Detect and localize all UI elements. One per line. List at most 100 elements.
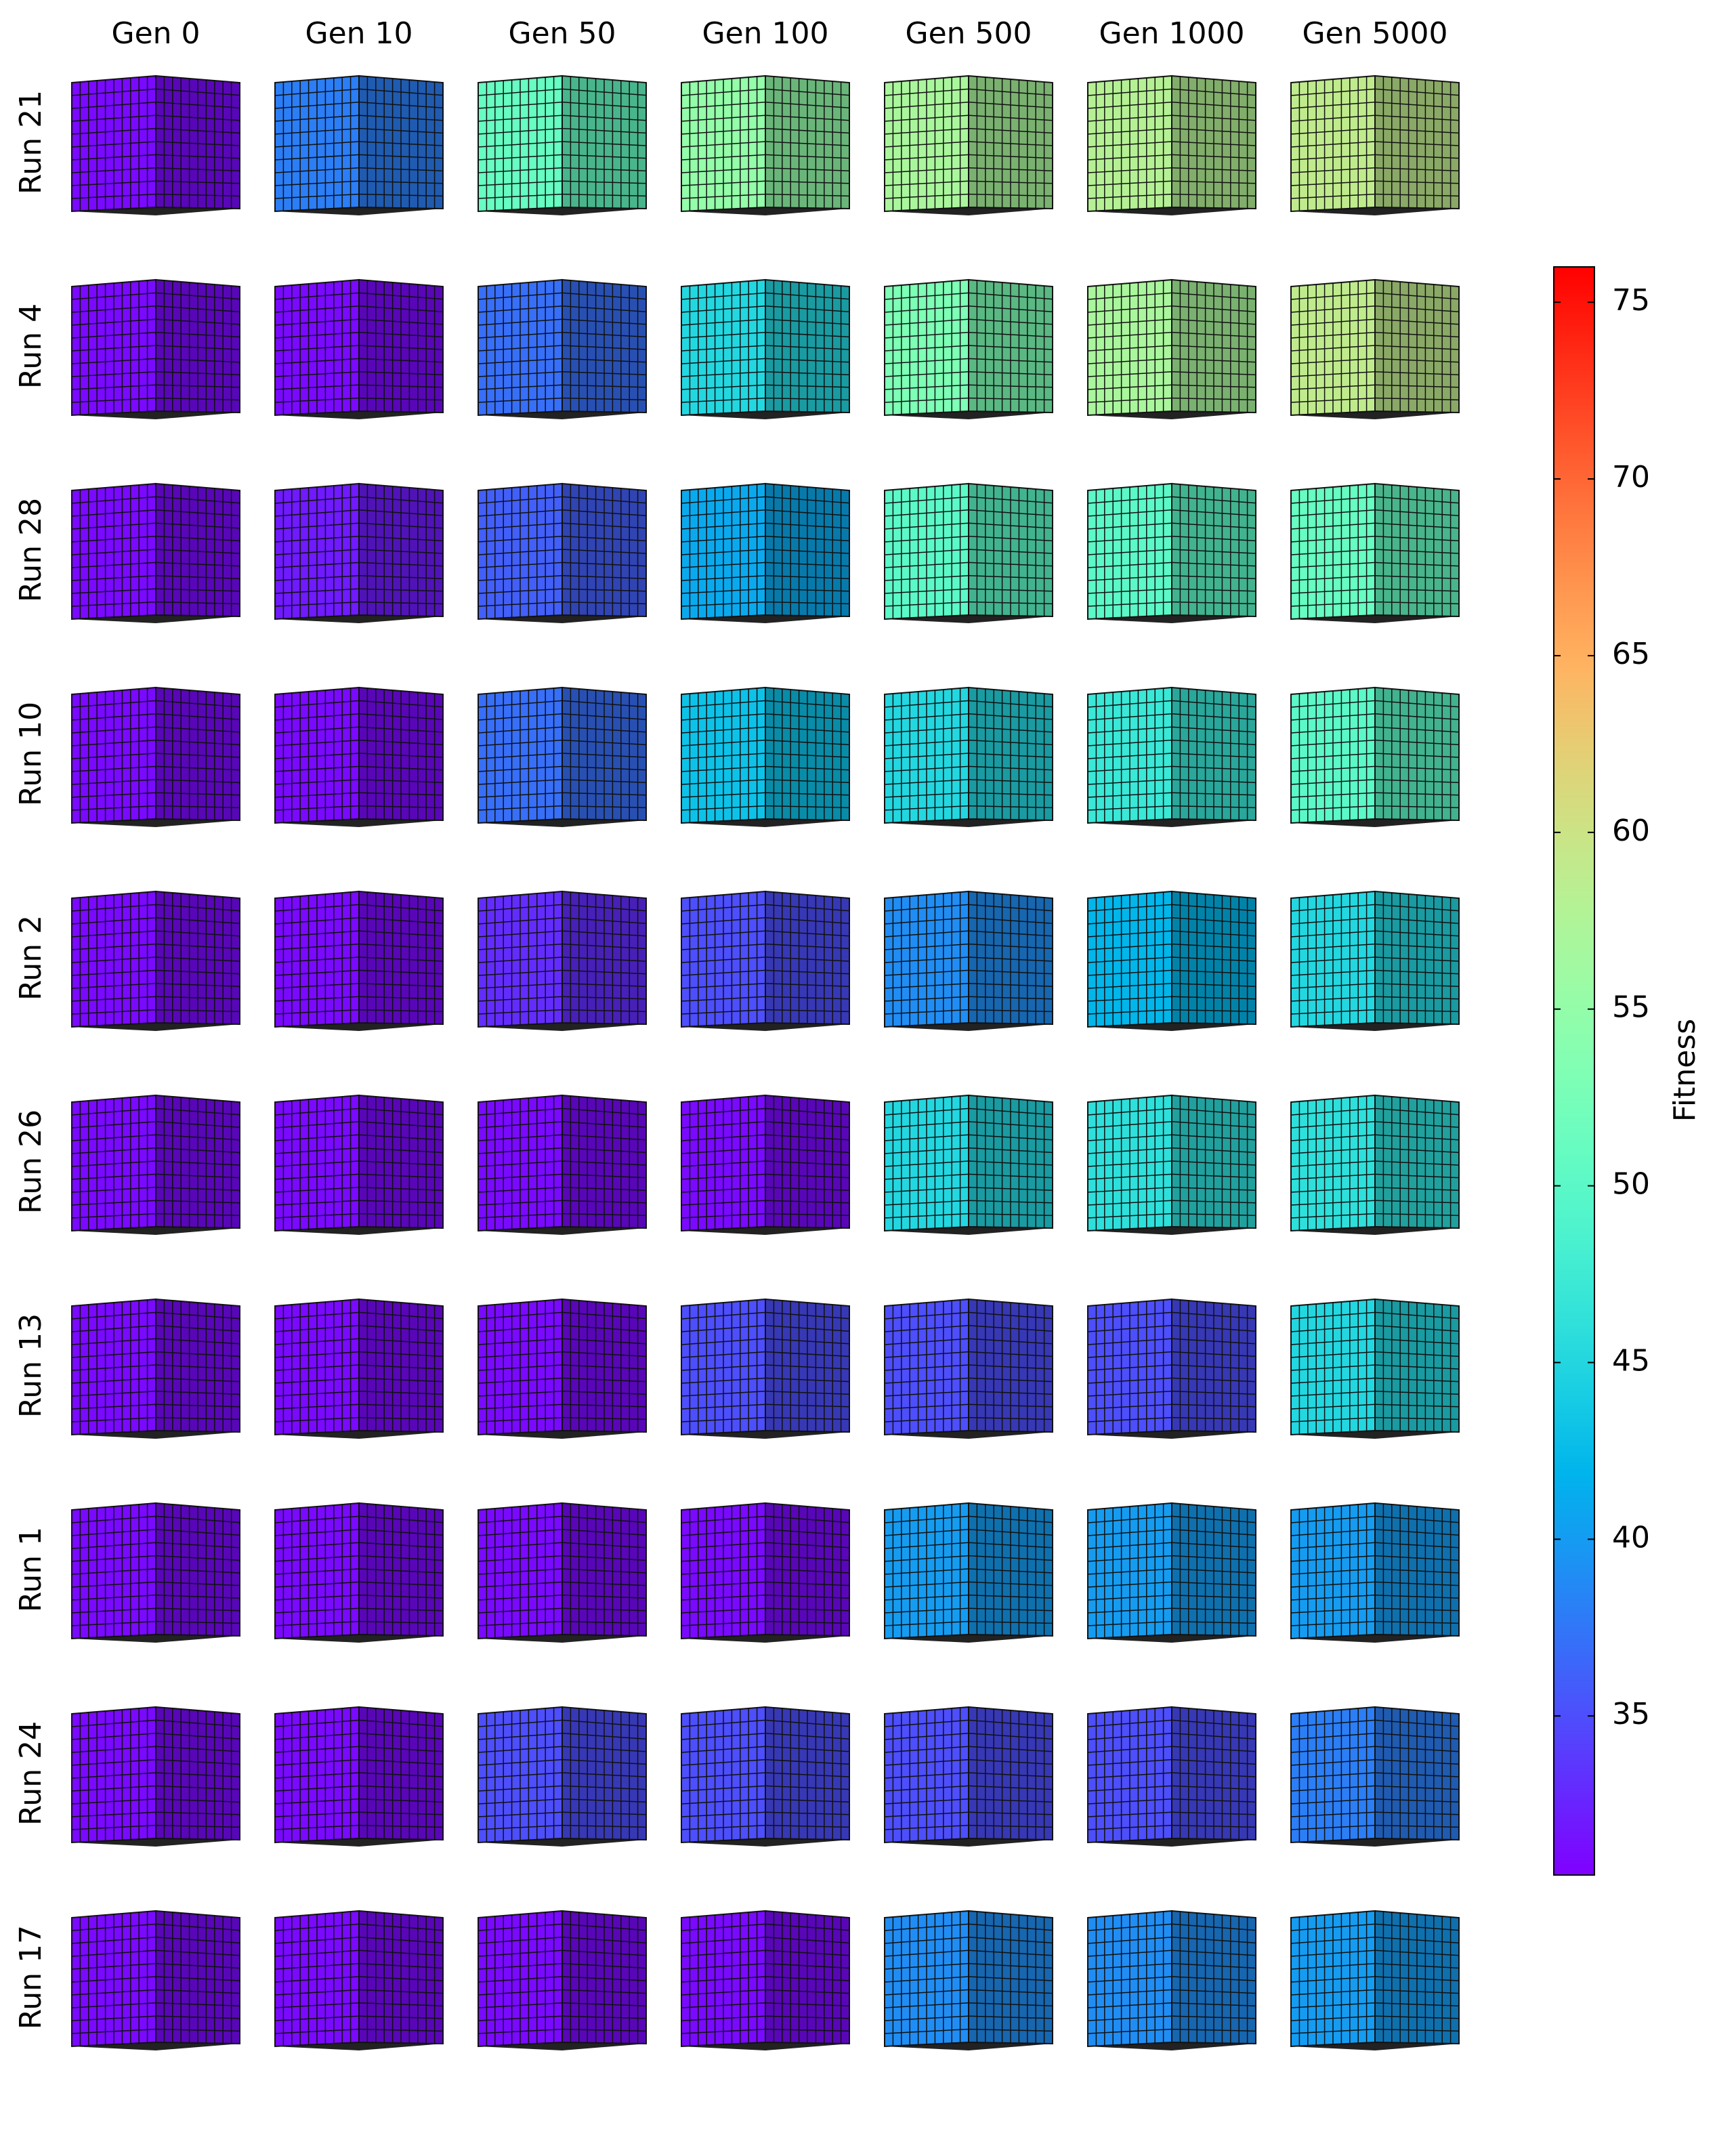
voxel-grid-lines bbox=[1290, 1300, 1376, 1435]
voxel-cube bbox=[681, 278, 850, 419]
voxel-grid-lines bbox=[1171, 77, 1256, 209]
voxel-grid-lines bbox=[1290, 892, 1376, 1027]
column-label: Gen 0 bbox=[111, 16, 200, 51]
voxel-cube bbox=[681, 686, 850, 827]
voxel-grid-lines bbox=[1087, 484, 1172, 619]
voxel-grid-lines bbox=[765, 280, 850, 413]
voxel-grid-lines bbox=[562, 1708, 647, 1840]
colorbar-tick-label: 45 bbox=[1612, 1343, 1650, 1378]
voxel-grid-lines bbox=[358, 1096, 444, 1228]
voxel-grid-lines bbox=[1087, 1912, 1172, 2046]
voxel-grid-lines bbox=[274, 1912, 360, 2046]
voxel-grid-lines bbox=[1374, 892, 1460, 1024]
colorbar-tick-label: 35 bbox=[1612, 1697, 1650, 1731]
voxel-cube bbox=[1290, 686, 1460, 827]
row-label: Run 4 bbox=[14, 303, 48, 389]
voxel-grid-lines bbox=[1087, 1300, 1172, 1435]
voxel-cube bbox=[681, 1706, 850, 1847]
voxel-grid-lines bbox=[274, 484, 360, 619]
colorbar-tick-label: 60 bbox=[1612, 814, 1650, 848]
column-label: Gen 500 bbox=[905, 16, 1032, 51]
voxel-cube bbox=[1087, 1094, 1256, 1235]
voxel-grid-lines bbox=[765, 1504, 850, 1636]
voxel-cube bbox=[478, 890, 647, 1031]
voxel-cube bbox=[478, 278, 647, 419]
voxel-grid-lines bbox=[884, 1300, 969, 1435]
voxel-cube bbox=[478, 1706, 647, 1847]
voxel-grid-lines bbox=[765, 688, 850, 820]
voxel-grid-lines bbox=[884, 484, 969, 619]
voxel-cube bbox=[478, 1910, 647, 2050]
voxel-grid-lines bbox=[358, 1912, 444, 2044]
voxel-cube bbox=[71, 890, 240, 1031]
row-label: Run 2 bbox=[14, 915, 48, 1001]
voxel-cube bbox=[1290, 75, 1460, 215]
colorbar-tick-label: 40 bbox=[1612, 1520, 1650, 1555]
voxel-grid-lines bbox=[1171, 484, 1256, 616]
voxel-grid-lines bbox=[71, 1096, 156, 1231]
voxel-grid-lines bbox=[478, 484, 563, 619]
voxel-grid-lines bbox=[1171, 280, 1256, 413]
voxel-grid-lines bbox=[765, 892, 850, 1024]
voxel-grid-lines bbox=[968, 280, 1053, 413]
voxel-grid-lines bbox=[1087, 1708, 1172, 1842]
column-label: Gen 100 bbox=[702, 16, 828, 51]
voxel-grid-lines bbox=[681, 77, 766, 211]
voxel-grid-lines bbox=[1087, 688, 1172, 823]
voxel-cube bbox=[1087, 75, 1256, 215]
voxel-grid-lines bbox=[478, 1504, 563, 1639]
voxel-cube bbox=[478, 1094, 647, 1235]
voxel-cube bbox=[681, 1502, 850, 1643]
voxel-cube bbox=[274, 278, 444, 419]
voxel-grid-lines bbox=[884, 1708, 969, 1842]
voxel-grid-lines bbox=[478, 688, 563, 823]
voxel-grid-lines bbox=[1374, 77, 1460, 209]
voxel-grid-lines bbox=[358, 1504, 444, 1636]
voxel-grid-lines bbox=[71, 1504, 156, 1639]
voxel-cube bbox=[884, 278, 1053, 419]
voxel-grid-lines bbox=[1290, 1096, 1376, 1231]
voxel-grid-lines bbox=[1171, 1708, 1256, 1840]
voxel-cube bbox=[884, 1502, 1053, 1643]
voxel-cube bbox=[1290, 278, 1460, 419]
voxel-grid-lines bbox=[358, 77, 444, 209]
voxel-grid-lines bbox=[358, 484, 444, 616]
column-label: Gen 5000 bbox=[1302, 16, 1447, 51]
voxel-cube bbox=[1087, 1706, 1256, 1847]
voxel-cube bbox=[681, 75, 850, 215]
voxel-grid-lines bbox=[155, 280, 240, 413]
voxel-cube bbox=[1087, 1502, 1256, 1643]
voxel-grid-lines bbox=[968, 484, 1053, 616]
voxel-cube bbox=[884, 1910, 1053, 2050]
voxel-grid-lines bbox=[1290, 1708, 1376, 1842]
colorbar-label: Fitness bbox=[1668, 1019, 1702, 1122]
voxel-cube bbox=[1087, 1910, 1256, 2050]
voxel-cube bbox=[71, 278, 240, 419]
voxel-grid-lines bbox=[1374, 1504, 1460, 1636]
voxel-grid-lines bbox=[884, 1504, 969, 1639]
voxel-grid-lines bbox=[155, 892, 240, 1024]
voxel-grid-lines bbox=[1374, 1300, 1460, 1432]
voxel-grid-lines bbox=[155, 1912, 240, 2044]
voxel-cube bbox=[1290, 482, 1460, 623]
voxel-grid-lines bbox=[884, 1096, 969, 1231]
column-label: Gen 1000 bbox=[1099, 16, 1244, 51]
voxel-cube bbox=[884, 890, 1053, 1031]
voxel-cube bbox=[71, 482, 240, 623]
column-label: Gen 50 bbox=[508, 16, 616, 51]
voxel-grid-lines bbox=[155, 1096, 240, 1228]
voxel-cube bbox=[274, 482, 444, 623]
voxel-cube bbox=[274, 890, 444, 1031]
voxel-cube bbox=[681, 1910, 850, 2050]
voxel-grid-lines bbox=[358, 1300, 444, 1432]
row-label: Run 24 bbox=[14, 1721, 48, 1826]
voxel-grid-lines bbox=[681, 1096, 766, 1231]
voxel-cube bbox=[1087, 686, 1256, 827]
voxel-grid-lines bbox=[155, 688, 240, 820]
voxel-grid-lines bbox=[765, 1096, 850, 1228]
voxel-grid-lines bbox=[478, 892, 563, 1027]
voxel-grid-lines bbox=[1171, 1912, 1256, 2044]
voxel-grid-lines bbox=[1374, 280, 1460, 413]
voxel-grid-lines bbox=[478, 1300, 563, 1435]
voxel-grid-lines bbox=[1374, 1912, 1460, 2044]
